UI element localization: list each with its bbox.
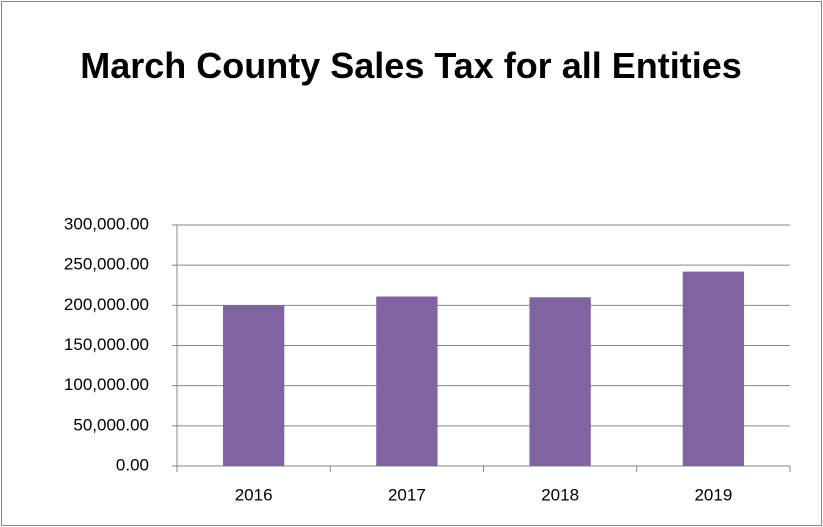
bar (376, 296, 438, 466)
bar (529, 297, 591, 466)
x-tick-label: 2016 (235, 485, 273, 504)
chart-title: March County Sales Tax for all Entities (80, 45, 742, 86)
x-tick-label: 2019 (694, 485, 732, 504)
bar (222, 305, 285, 466)
y-tick-label: 250,000.00 (64, 255, 149, 274)
y-tick-label: 300,000.00 (64, 214, 149, 233)
y-tick-label: 150,000.00 (64, 335, 149, 354)
y-tick-label: 0.00 (116, 455, 149, 474)
y-tick-label: 50,000.00 (73, 415, 149, 434)
y-tick-label: 200,000.00 (64, 295, 149, 314)
y-tick-label: 100,000.00 (64, 375, 149, 394)
x-tick-label: 2018 (541, 485, 579, 504)
x-tick-label: 2017 (388, 485, 426, 504)
bar (682, 271, 745, 466)
